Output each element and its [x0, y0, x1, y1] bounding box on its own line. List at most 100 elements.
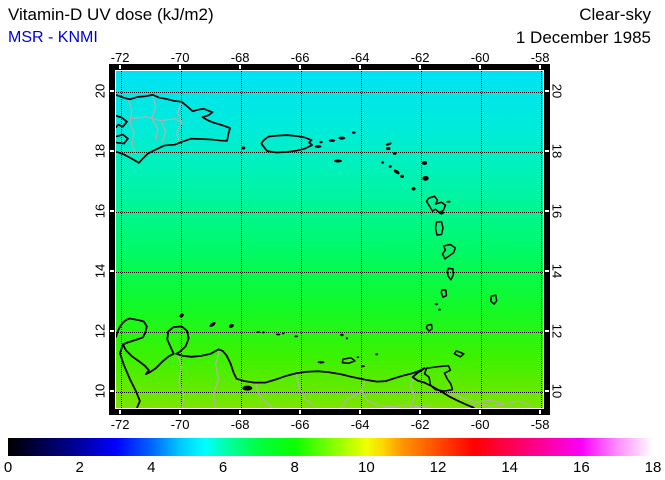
gridline-lon--68 — [241, 71, 243, 408]
y-axis-right-label: 10 — [549, 383, 565, 399]
x-axis-top-label: -64 — [350, 50, 370, 65]
x-axis-top-label: -66 — [290, 50, 310, 65]
colorbar-tick-label: 12 — [429, 459, 447, 476]
colorbar-tick-label: 0 — [3, 459, 13, 476]
colorbar-tick-label: 6 — [218, 459, 228, 476]
frame-tick-notch — [359, 410, 362, 414]
puerto-rico-coastline — [260, 134, 313, 154]
frame-tick-notch — [110, 210, 114, 212]
x-axis-bottom-label: -62 — [410, 417, 430, 432]
figure-title: Vitamin-D UV dose (kJ/m2) — [8, 5, 214, 24]
x-axis-top-label: -68 — [230, 50, 250, 65]
gridline-lat-14 — [116, 272, 543, 273]
x-axis-top-label: -72 — [110, 50, 130, 65]
lesser-antilles-coastlines — [341, 195, 498, 365]
colorbar-tick-label: 14 — [501, 459, 518, 476]
colorbar-tick-label: 16 — [572, 459, 590, 476]
x-axis-bottom-label: -66 — [290, 417, 310, 432]
frame-tick-notch — [545, 150, 549, 152]
frame-tick-notch — [239, 65, 242, 69]
sky-condition-label: Clear-sky — [579, 5, 651, 24]
coastlines-layer — [116, 94, 531, 408]
x-axis-bottom-label: -64 — [350, 417, 370, 432]
lake-valencia — [242, 385, 253, 391]
frame-tick-notch — [539, 410, 542, 414]
gridline-lon--66 — [301, 71, 303, 408]
y-axis-left-label: 14 — [92, 263, 108, 279]
frame-tick-notch — [110, 90, 114, 92]
venezuela-coastline — [116, 317, 475, 408]
frame-tick-notch — [110, 270, 114, 272]
x-axis-top-label: -62 — [410, 50, 430, 65]
y-axis-left-label: 18 — [92, 143, 108, 159]
map-plot-area — [115, 70, 544, 409]
y-axis-right-label: 18 — [549, 143, 565, 159]
frame-tick-notch — [110, 330, 114, 332]
header-right: Clear-sky 1 December 1985 — [516, 3, 651, 49]
date-label: 1 December 1985 — [515, 28, 651, 47]
gridline-lat-10 — [116, 392, 543, 393]
x-axis-bottom-label: -70 — [170, 417, 190, 432]
source-label: MSR - KNMI — [8, 29, 98, 46]
gridline-lat-12 — [116, 332, 543, 333]
frame-tick-notch — [299, 410, 302, 414]
frame-tick-notch — [479, 65, 482, 69]
frame-tick-notch — [545, 270, 549, 272]
frame-tick-notch — [539, 65, 542, 69]
hispaniola-coastline — [116, 94, 231, 164]
colorbar-tick-label: 4 — [147, 459, 156, 476]
frame-tick-notch — [179, 410, 182, 414]
gridline-lon--58 — [541, 71, 543, 408]
y-axis-right-label: 16 — [549, 203, 565, 219]
frame-tick-notch — [359, 65, 362, 69]
colorbar-tick-label: 8 — [290, 459, 299, 476]
internal-borders — [127, 95, 531, 408]
trinidad-tobago-coastline — [423, 350, 465, 392]
frame-tick-notch — [110, 390, 114, 392]
y-axis-right-label: 14 — [549, 263, 565, 279]
y-axis-left-label: 10 — [92, 383, 108, 399]
frame-tick-notch — [545, 330, 549, 332]
x-axis-bottom-label: -68 — [230, 417, 250, 432]
frame-tick-notch — [545, 390, 549, 392]
colorbar-tick-label: 10 — [357, 459, 375, 476]
colorbar-tick-label: 18 — [644, 459, 662, 476]
y-axis-right-label: 12 — [549, 323, 565, 339]
frame-tick-notch — [419, 410, 422, 414]
x-axis-top-label: -58 — [530, 50, 550, 65]
frame-tick-notch — [239, 410, 242, 414]
gridline-lat-16 — [116, 212, 543, 213]
frame-tick-notch — [299, 65, 302, 69]
frame-tick-notch — [119, 65, 122, 69]
y-axis-left-label: 12 — [92, 323, 108, 339]
frame-tick-notch — [179, 65, 182, 69]
header-left: Vitamin-D UV dose (kJ/m2) MSR - KNMI — [8, 3, 214, 49]
gridline-lon--72 — [121, 71, 123, 408]
colorbar-tick-label: 2 — [75, 459, 84, 476]
x-axis-bottom-label: -60 — [470, 417, 490, 432]
x-axis-top-label: -60 — [470, 50, 490, 65]
frame-tick-notch — [545, 210, 549, 212]
y-axis-right-label: 20 — [549, 83, 565, 99]
frame-tick-notch — [479, 410, 482, 414]
gridline-lon--62 — [421, 71, 423, 408]
colorbar — [8, 438, 653, 456]
x-axis-bottom-label: -58 — [530, 417, 550, 432]
frame-tick-notch — [110, 150, 114, 152]
y-axis-left-label: 20 — [92, 83, 108, 99]
gridline-lon--60 — [481, 71, 483, 408]
map-frame — [109, 64, 550, 415]
frame-tick-notch — [119, 410, 122, 414]
small-islands — [179, 131, 451, 391]
gridline-lat-20 — [116, 92, 543, 93]
gridline-lon--70 — [181, 71, 183, 408]
x-axis-top-label: -70 — [170, 50, 190, 65]
frame-tick-notch — [545, 90, 549, 92]
graticule-gridlines — [116, 71, 543, 408]
x-axis-bottom-label: -72 — [110, 417, 130, 432]
gridline-lat-18 — [116, 152, 543, 153]
frame-tick-notch — [419, 65, 422, 69]
y-axis-left-label: 16 — [92, 203, 108, 219]
gridline-lon--64 — [361, 71, 363, 408]
